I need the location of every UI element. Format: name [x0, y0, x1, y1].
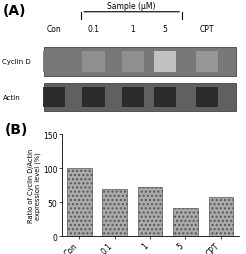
Bar: [122, 88, 144, 108]
Bar: [173, 208, 198, 236]
Bar: [154, 88, 176, 108]
Text: (B): (B): [5, 122, 28, 136]
Text: Actin: Actin: [2, 95, 20, 101]
Y-axis label: Ratio of Cyclin D/Actin
expression level (%): Ratio of Cyclin D/Actin expression level…: [28, 148, 41, 223]
Bar: [43, 52, 65, 72]
Bar: [44, 48, 236, 76]
Bar: [44, 84, 236, 112]
Text: 0.1: 0.1: [88, 25, 99, 34]
Bar: [67, 168, 92, 236]
Text: Con: Con: [47, 25, 62, 34]
Bar: [102, 189, 127, 236]
Text: Sample (μM): Sample (μM): [107, 3, 156, 11]
Text: 1: 1: [130, 25, 135, 34]
Bar: [82, 88, 105, 108]
Text: (A): (A): [2, 4, 26, 18]
Bar: [196, 52, 218, 72]
Bar: [43, 88, 65, 108]
Bar: [122, 52, 144, 72]
Bar: [196, 88, 218, 108]
Text: CPT: CPT: [200, 25, 214, 34]
Bar: [82, 52, 105, 72]
Text: 5: 5: [162, 25, 167, 34]
Bar: [138, 187, 162, 236]
Text: Cyclin D: Cyclin D: [2, 59, 31, 65]
Bar: [209, 197, 233, 236]
Bar: [154, 52, 176, 72]
